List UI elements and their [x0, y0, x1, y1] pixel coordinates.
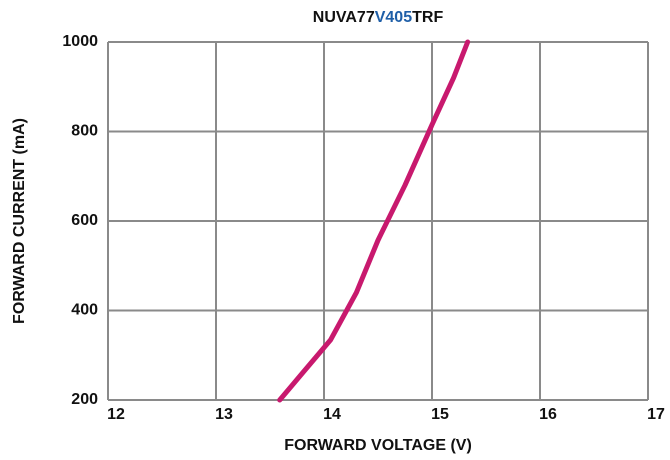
- title-part: TRF: [412, 9, 443, 26]
- x-tick-label: 13: [215, 406, 233, 423]
- y-tick-label: 800: [71, 123, 98, 140]
- title-part: V405: [375, 9, 412, 26]
- x-tick-label: 12: [107, 406, 125, 423]
- data-line: [277, 39, 471, 403]
- y-axis-label: FORWARD CURRENT (mA): [11, 118, 28, 324]
- y-tick-label: 1000: [62, 33, 98, 50]
- x-tick-label: 16: [539, 406, 557, 423]
- x-axis-label: FORWARD VOLTAGE (V): [284, 437, 472, 454]
- y-tick-label: 200: [71, 391, 98, 408]
- x-tick-label: 17: [647, 406, 665, 423]
- x-tick-label: 14: [323, 406, 341, 423]
- chart-title: NUVA77V405TRF: [313, 9, 444, 26]
- title-part: NUVA77: [313, 9, 375, 26]
- y-tick-label: 400: [71, 302, 98, 319]
- x-tick-label: 15: [431, 406, 449, 423]
- y-tick-label: 600: [71, 212, 98, 229]
